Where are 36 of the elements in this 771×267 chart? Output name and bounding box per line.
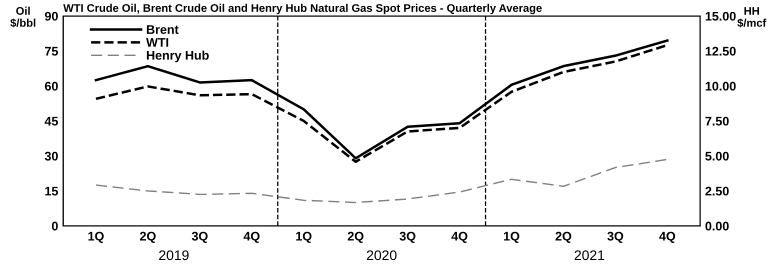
x-tick-label: 2Q <box>348 232 364 243</box>
y2-tick-label: 10.00 <box>706 82 736 91</box>
y2-tick-label: 0.00 <box>705 222 729 231</box>
y2-tick-label: 7.50 <box>705 116 729 126</box>
text: 2019 <box>159 250 189 260</box>
y-tick-label: 15 <box>45 186 58 196</box>
y-tick-label: 0 <box>52 222 58 231</box>
y-tick-label: 45 <box>44 116 58 126</box>
legend-label: Brent <box>146 25 179 34</box>
y-tick-label: 60 <box>44 82 58 91</box>
text: 2020 <box>366 250 397 260</box>
y-tick-label: 30 <box>44 152 58 161</box>
x-tick-label: 2Q <box>140 232 156 243</box>
legend-label: Henry Hub <box>146 50 209 62</box>
x-tick-label: 4Q <box>659 232 676 243</box>
x-tick-label: 2Q <box>556 232 572 243</box>
y-tick-label: 75 <box>44 46 58 56</box>
chart-title: WTI Crude Oil, Brent Crude Oil and Henry Hub Natural Gas Spot Prices - Quarterly Average <box>63 4 542 14</box>
x-tick-label: 3Q <box>192 232 208 243</box>
x-tick-label: 3Q <box>400 232 416 243</box>
y2-tick-label: 2.50 <box>705 186 729 196</box>
y-tick-label: 90 <box>44 12 58 21</box>
x-tick-label: 3Q <box>607 232 624 243</box>
y2-tick-label: 15.00 <box>706 12 736 21</box>
y-axis-title: Oil $/bbl <box>10 6 36 28</box>
y2-tick-label: 5.00 <box>705 152 729 161</box>
x-tick-label: 1Q <box>88 232 104 243</box>
legend-label: WTI <box>146 38 168 47</box>
y2-axis-title: HH $/mcf <box>737 7 766 28</box>
line-series <box>95 158 668 204</box>
x-tick-label: 4Q <box>451 232 468 243</box>
x-tick-label: 1Q <box>296 232 312 243</box>
y2-tick-label: 12.50 <box>706 46 736 56</box>
x-tick-label: 1Q <box>504 232 520 243</box>
text: 2021 <box>574 250 604 260</box>
x-tick-label: 4Q <box>244 232 260 243</box>
